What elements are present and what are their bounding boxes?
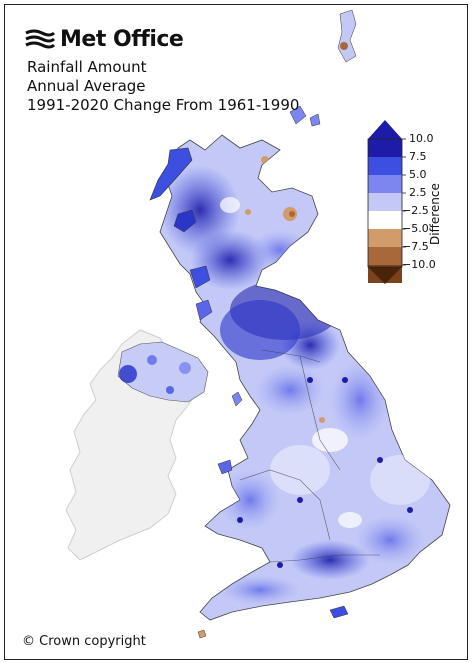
mull [189, 265, 211, 289]
skye [173, 209, 197, 233]
title-line-2: Annual Average [27, 77, 146, 95]
map-title: Rainfall Amount Annual Average 1991-2020… [27, 58, 299, 115]
anglesey [217, 459, 233, 475]
met-office-waves-icon [25, 29, 56, 48]
met-office-wordmark: Met Office [60, 27, 184, 52]
islay [195, 299, 213, 321]
colorbar-tick: −10.0 [402, 258, 436, 271]
colorbar-tick: 7.5 [409, 150, 427, 163]
outer-hebrides [149, 147, 193, 201]
colorbar-tick: 5.0 [409, 168, 427, 181]
colorbar-title: Difference [428, 183, 442, 245]
colorbar-tick: 10.0 [409, 132, 434, 145]
title-line-3: 1991-2020 Change From 1961-1990 [27, 96, 300, 114]
colorbar-tick: 2.5 [409, 186, 427, 199]
isle-of-wight [329, 605, 349, 619]
colorbar-max-arrow [368, 120, 402, 139]
copyright-notice: © Crown copyright [22, 634, 146, 649]
northern-ireland-region [117, 341, 209, 403]
colorbar-min-arrow [368, 267, 402, 284]
scilly [197, 629, 207, 639]
met-office-logo: Met Office [24, 27, 184, 52]
colorbar-tick: −7.5 [402, 240, 429, 253]
colorbar [367, 120, 406, 284]
region-borders [239, 349, 380, 563]
shetland [337, 9, 357, 63]
isle-of-man [231, 391, 243, 407]
title-line-1: Rainfall Amount [27, 58, 147, 76]
colorbar-tick: −2.5 [402, 204, 429, 217]
colorbar-tick: −5.0 [402, 222, 429, 235]
orkney [289, 105, 321, 127]
